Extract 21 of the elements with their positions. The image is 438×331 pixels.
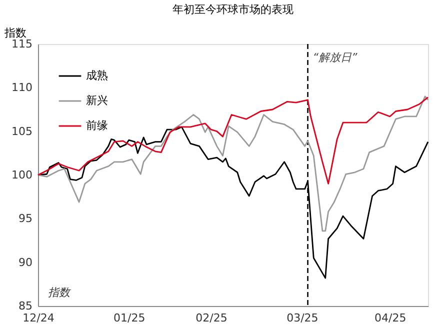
x-tick-label: 03/25 [286,312,318,324]
y-axis-title: 指数 [4,26,26,40]
legend-label: 新兴 [86,94,108,107]
legend-label: 成熟 [86,69,108,82]
annotation: 指数 [48,286,71,299]
y-tick-label: 95 [18,212,32,226]
chart-title: 年初至今环球市场的表现 [172,3,294,16]
x-tick-label: 12/24 [22,312,54,324]
x-tick-label: 04/25 [374,312,406,324]
legend-label: 前缘 [86,119,108,132]
y-tick-label: 100 [12,168,32,182]
line-series [37,96,429,184]
ref-line-label: “解放日” [312,51,358,64]
y-tick-label: 115 [12,38,32,50]
x-tick-label: 01/25 [114,312,146,324]
y-tick-label: 90 [18,256,32,269]
y-tick-label: 110 [12,81,32,94]
x-tick-label: 02/25 [196,312,228,324]
line-series [37,96,429,232]
y-tick-label: 85 [18,300,32,312]
y-tick-label: 105 [12,124,32,138]
